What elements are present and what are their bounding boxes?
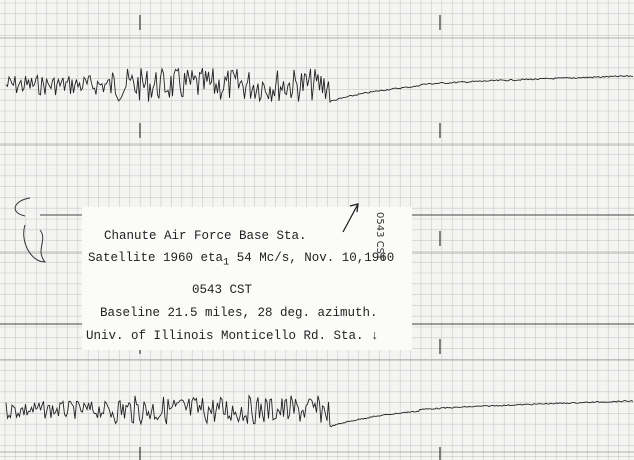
satellite-text: 54 Mc/s, Nov. 10,1960 [229, 251, 394, 265]
satellite-line: Satellite 1960 eta1 54 Mc/s, Nov. 10,196… [88, 251, 394, 269]
handwritten-note: 0543 CST [374, 212, 385, 260]
signal-trace [6, 396, 633, 427]
station: Chanute Air Force Base Sta. [104, 229, 307, 243]
receiver-station: Univ. of Illinois Monticello Rd. Sta. ↓ [86, 329, 379, 343]
label-card: Chanute Air Force Base Sta. Satellite 19… [82, 207, 412, 350]
page: Chanute Air Force Base Sta. Satellite 19… [0, 0, 634, 460]
baseline: Baseline 21.5 miles, 28 deg. azimuth. [100, 306, 378, 320]
time: 0543 CST [192, 283, 252, 297]
signal-trace [6, 68, 633, 102]
satellite-text: Satellite 1960 eta [88, 251, 223, 265]
